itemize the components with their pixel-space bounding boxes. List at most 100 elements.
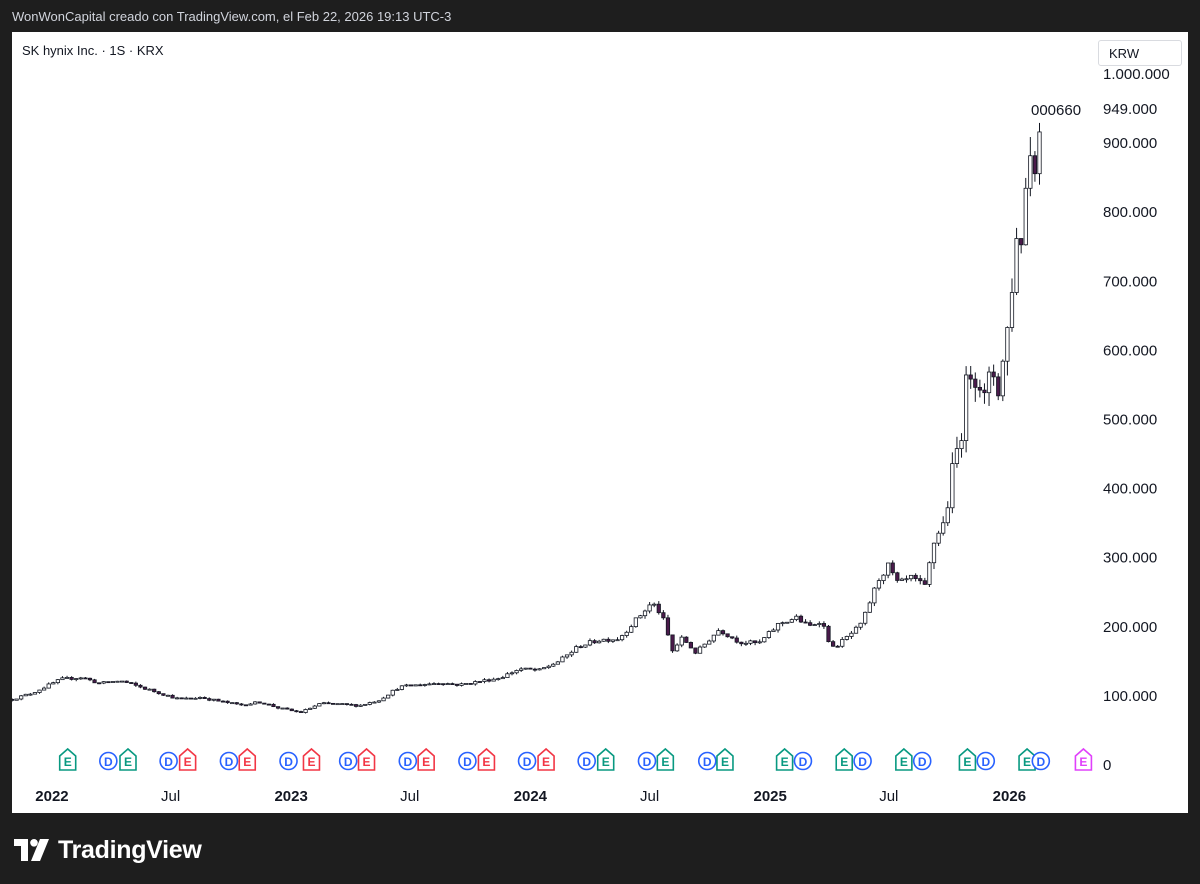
dividend-badge[interactable]: D (279, 751, 298, 771)
candle (459, 682, 464, 687)
candle-body (697, 646, 703, 654)
candle (42, 686, 47, 691)
candle (230, 702, 235, 705)
candle (927, 561, 932, 587)
candle (762, 637, 767, 643)
dividend-badge[interactable]: D (458, 751, 477, 771)
price-axis[interactable]: 1.000.000 900.000 800.000 700.000 600.000 500… (1103, 66, 1170, 774)
candle-body (468, 683, 473, 685)
candle-body (509, 672, 515, 675)
earnings-badge[interactable]: E (958, 747, 977, 771)
candle (97, 682, 102, 685)
candle (450, 682, 455, 685)
candle-body (197, 696, 203, 699)
time-axis[interactable]: 2022 Jul 2023 Jul 2024 Jul 2025 Jul 2026 (35, 788, 1026, 805)
dividend-badge[interactable]: D (1031, 751, 1051, 771)
earnings-badge[interactable]: E (656, 747, 675, 771)
candle (684, 636, 689, 643)
candle (532, 667, 538, 672)
earnings-badge[interactable]: E (302, 747, 321, 771)
earnings-badge[interactable]: E (895, 747, 913, 771)
candle-body (404, 684, 409, 687)
candle (165, 694, 171, 697)
earnings-badge[interactable]: E (178, 747, 197, 771)
dividend-badge[interactable]: D (398, 751, 418, 771)
candle (46, 682, 51, 689)
candle (808, 620, 813, 627)
symbol-legend[interactable]: SK hynix Inc. · 1S · KRX (22, 43, 164, 58)
dividend-badge[interactable]: D (912, 751, 932, 771)
candle-body (142, 686, 148, 690)
dividend-badge[interactable]: D (577, 751, 596, 771)
candle (702, 643, 707, 648)
dividend-badge[interactable]: D (517, 751, 537, 771)
candle (216, 698, 221, 702)
candle-body (904, 578, 909, 581)
brand-footer[interactable]: TradingView (14, 834, 202, 866)
candle-body (450, 683, 455, 685)
earnings-badge[interactable]: E (238, 747, 257, 771)
dividend-badge[interactable]: D (697, 751, 717, 771)
candle-body (399, 685, 405, 690)
candle (542, 667, 547, 670)
candle (592, 639, 597, 644)
candle-body (459, 683, 464, 686)
earnings-badge[interactable]: E (119, 747, 137, 771)
earnings-badge[interactable]: E (775, 747, 794, 771)
candle (14, 698, 19, 701)
candle (656, 601, 661, 615)
currency-button[interactable]: KRW (1098, 40, 1182, 66)
candle-body (477, 681, 482, 683)
candle (142, 686, 148, 690)
candle (775, 622, 781, 633)
dividend-badge[interactable]: D (853, 751, 872, 771)
candle (734, 635, 739, 644)
candle (312, 704, 317, 709)
candle-body (619, 635, 625, 641)
earnings-badge[interactable]: E (1074, 747, 1093, 771)
earnings-badge[interactable]: E (716, 747, 734, 771)
candle-body (243, 704, 249, 707)
dividend-badge[interactable]: D (793, 751, 813, 771)
earnings-badge[interactable]: E (417, 747, 435, 771)
dividend-badge[interactable]: D (219, 751, 239, 771)
candle-body (996, 376, 1001, 397)
earnings-badge[interactable]: E (477, 747, 496, 771)
dividend-badge[interactable]: D (99, 751, 118, 771)
candle (152, 688, 157, 693)
candle (982, 383, 987, 404)
candle (271, 703, 276, 708)
candle (798, 614, 804, 623)
candle-body (551, 663, 556, 667)
dividend-badge[interactable]: D (338, 751, 358, 771)
earnings-badge[interactable]: E (596, 747, 615, 771)
earnings-badge[interactable]: E (58, 747, 77, 771)
candle (129, 682, 134, 684)
earnings-badge[interactable]: E (537, 747, 555, 771)
candle (858, 622, 863, 630)
candle-body (386, 694, 391, 699)
earnings-badge[interactable]: E (835, 747, 854, 771)
dividend-badge[interactable]: D (976, 751, 996, 771)
price-tick-label: 500.000 (1103, 412, 1157, 429)
time-tick-label: 2024 (514, 788, 548, 805)
dividend-badge[interactable]: D (159, 751, 178, 771)
candle (23, 693, 28, 697)
candle (358, 704, 363, 707)
candle (110, 681, 116, 683)
candle (913, 573, 918, 582)
candle-body (464, 683, 469, 685)
candle-body (64, 677, 70, 679)
dividend-badge[interactable]: D (637, 751, 657, 771)
event-badge-letter: E (661, 755, 669, 769)
candle-body (867, 602, 872, 613)
earnings-badge[interactable]: E (357, 747, 376, 771)
candle-body (381, 697, 386, 702)
candle-body (248, 703, 253, 706)
candle (175, 696, 180, 700)
candle (202, 696, 207, 699)
candle (51, 681, 56, 685)
candle-body (376, 700, 382, 703)
